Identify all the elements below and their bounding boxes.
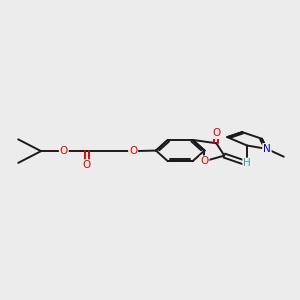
Text: O: O xyxy=(212,128,220,138)
Text: O: O xyxy=(82,160,91,170)
Text: H: H xyxy=(243,158,251,168)
Text: N: N xyxy=(263,144,271,154)
Text: O: O xyxy=(60,146,68,156)
Text: O: O xyxy=(129,146,137,156)
Text: O: O xyxy=(200,156,208,166)
